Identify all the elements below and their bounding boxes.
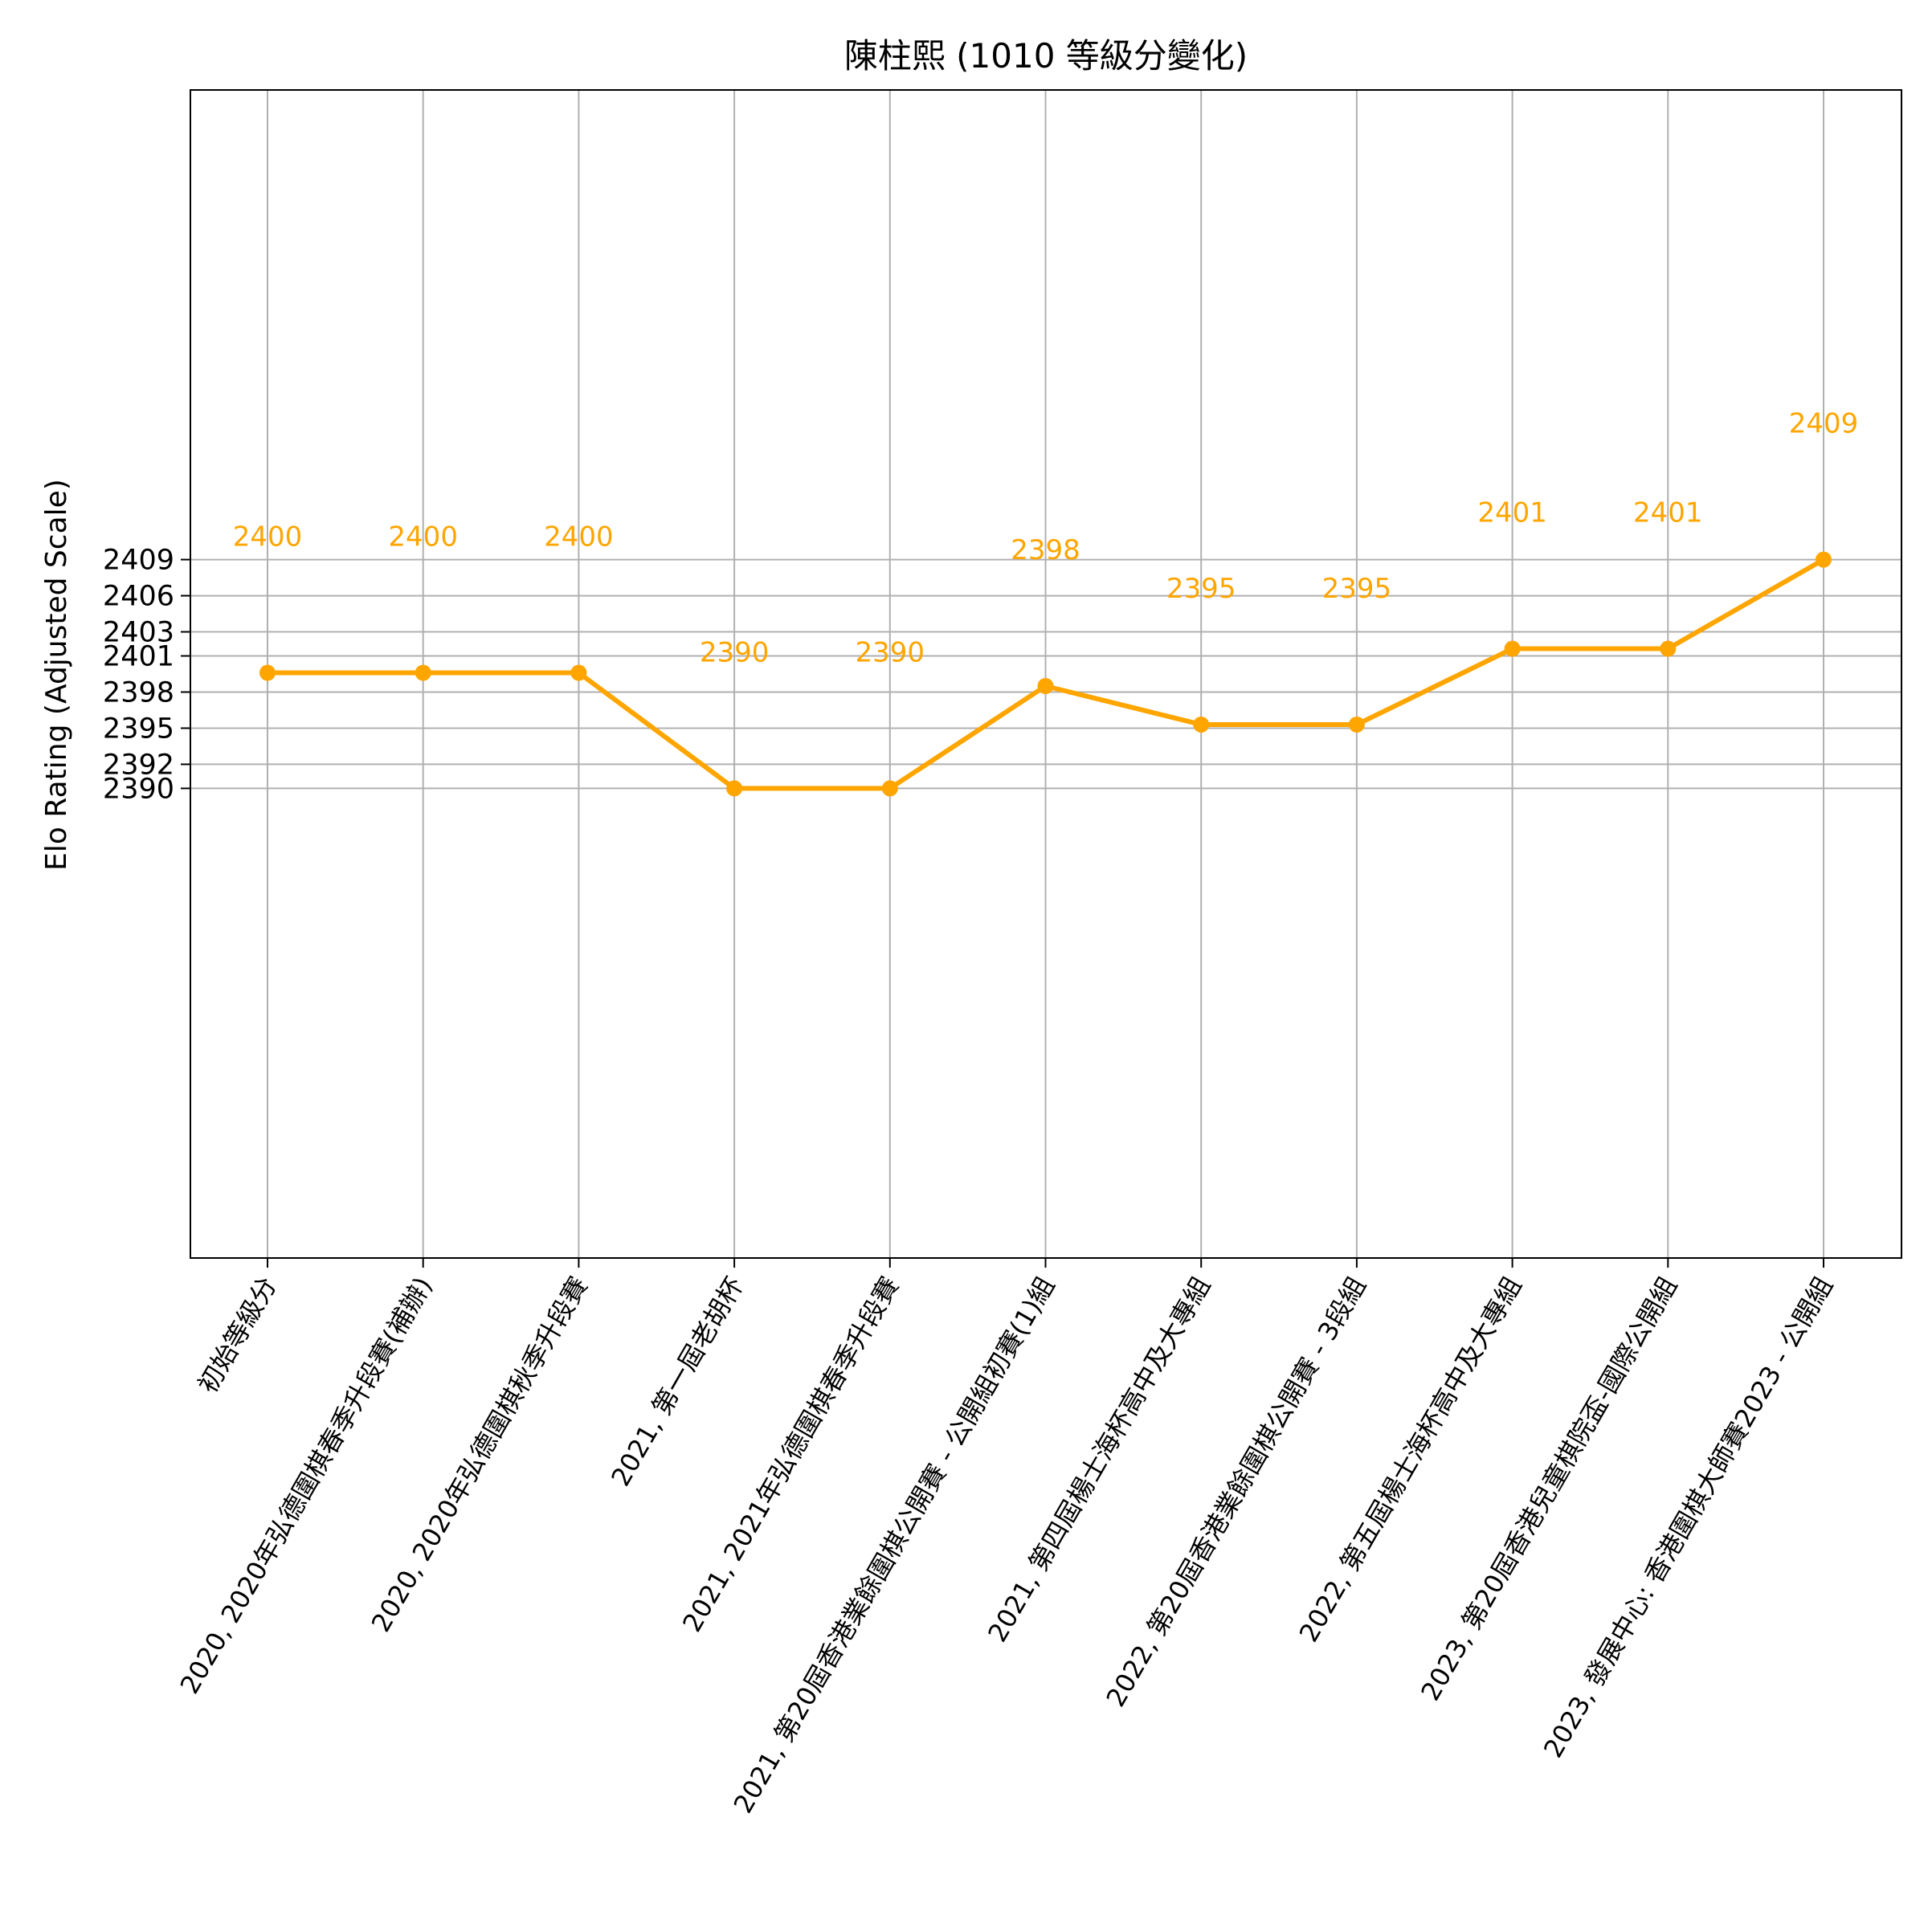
data-point <box>1504 640 1521 657</box>
data-point <box>259 664 276 681</box>
data-point <box>1193 716 1210 733</box>
data-point <box>415 664 431 681</box>
x-tick-label: 2023, 第20屆香港兒童棋院盃-國際公開組 <box>1415 1272 1683 1705</box>
x-tick-label: 初始等級分 <box>192 1272 283 1399</box>
y-tick-label: 2398 <box>103 676 174 709</box>
data-point <box>881 780 898 797</box>
y-tick-label: 2392 <box>103 749 174 781</box>
data-label: 2409 <box>1789 408 1859 440</box>
data-label: 2400 <box>544 521 614 553</box>
x-tick-label: 2021, 第一屆老胡杯 <box>605 1272 750 1491</box>
data-label: 2401 <box>1633 497 1703 529</box>
plot-area-frame <box>190 89 1902 1259</box>
data-label: 2401 <box>1477 497 1547 529</box>
x-tick-label: 2021, 第20屆香港業餘圍棋公開賽 - 公開組初賽(1)組 <box>728 1272 1061 1818</box>
y-tick-label: 2406 <box>103 581 174 613</box>
data-label: 2390 <box>856 636 925 668</box>
y-tick-label: 2395 <box>103 713 174 745</box>
data-label: 2398 <box>1011 534 1080 566</box>
data-point <box>1348 716 1365 733</box>
y-tick-label: 2403 <box>103 617 174 649</box>
data-point <box>1037 677 1054 694</box>
data-labels: 2400 2400 2400 2390 2390 2398 2395 2395 2401 2401… <box>233 408 1859 669</box>
data-label: 2390 <box>700 636 770 668</box>
chart-title: 陳柱熙 (1010 等級分變化) <box>844 36 1248 76</box>
data-point <box>726 780 743 797</box>
data-point <box>1816 551 1832 568</box>
x-tick-label: 2023, 發展中心: 香港圍棋大師賽2023 - 公開組 <box>1538 1272 1839 1762</box>
x-tick-label: 2022, 第20屆香港業餘圍棋公開賽 - 3段組 <box>1101 1272 1372 1712</box>
data-label: 2395 <box>1166 573 1236 605</box>
y-tick-label: 2401 <box>103 641 174 673</box>
y-axis-label: Elo Rating (Adjusted Scale) <box>40 479 73 871</box>
data-label: 2400 <box>388 521 458 553</box>
x-tick-label: 2020, 2020年弘德圍棋春季升段賽(補辦) <box>174 1272 439 1699</box>
series-line-group <box>259 551 1832 797</box>
grid <box>190 90 1901 1258</box>
y-tick-label: 2409 <box>103 545 174 577</box>
data-point <box>1660 640 1677 657</box>
data-label: 2400 <box>233 521 303 553</box>
data-label: 2395 <box>1322 573 1392 605</box>
y-tick-label: 2390 <box>103 773 174 805</box>
data-point <box>570 664 587 681</box>
